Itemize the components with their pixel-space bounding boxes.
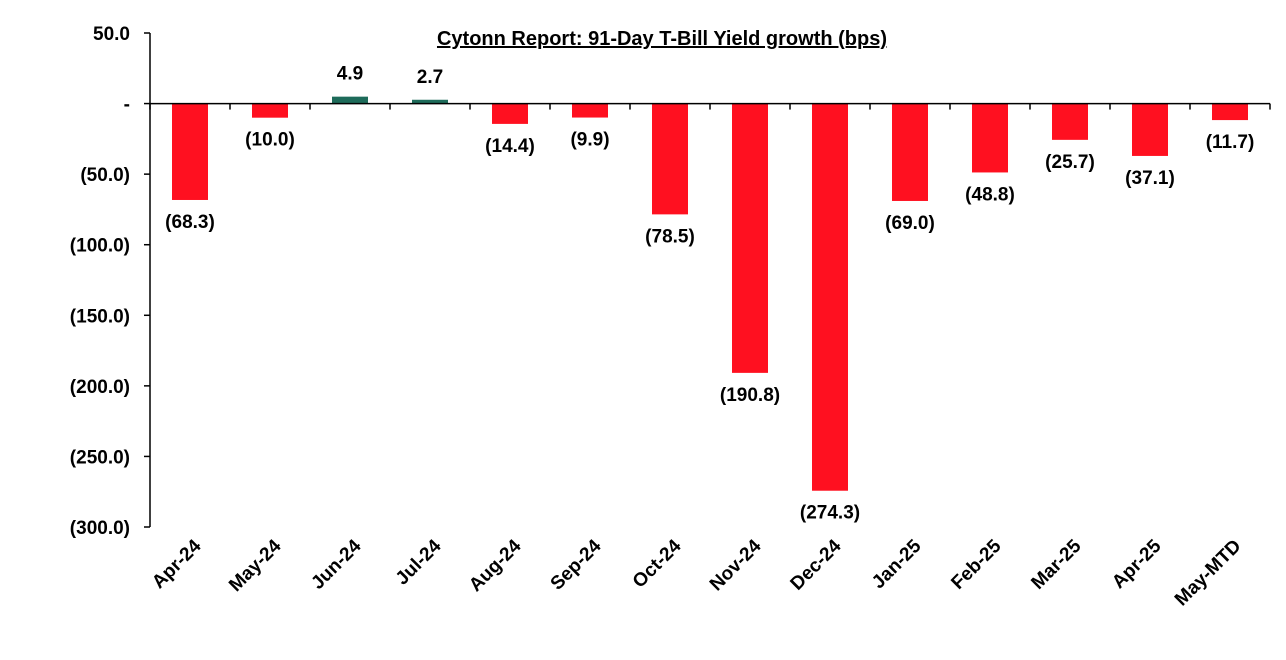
bars	[172, 96, 1248, 491]
data-label: (69.0)	[885, 213, 935, 234]
x-tick-label: Dec-24	[787, 535, 846, 594]
data-label: 2.7	[417, 67, 443, 88]
y-tick-label: (150.0)	[70, 306, 130, 327]
data-label: (11.7)	[1206, 132, 1255, 153]
data-label: (37.1)	[1125, 168, 1175, 189]
data-label: (274.3)	[800, 503, 860, 524]
data-label: (190.8)	[720, 385, 780, 406]
data-label: (78.5)	[645, 226, 695, 247]
bar	[412, 99, 448, 104]
x-tick-label: Jun-24	[307, 535, 365, 593]
bar	[652, 103, 688, 215]
x-tick-label: Feb-25	[947, 535, 1005, 593]
x-tick-label: Sep-24	[547, 535, 606, 594]
data-label: 4.9	[337, 64, 363, 85]
bar	[492, 103, 528, 124]
y-tick-label: (100.0)	[70, 236, 130, 257]
x-tick-label: Oct-24	[629, 535, 686, 592]
bar	[1052, 103, 1088, 140]
y-axis: 50.0 - (50.0) (100.0) (150.0) (200.0) (250.0) (…	[70, 24, 151, 539]
y-tick-label: (250.0)	[70, 447, 130, 468]
data-label: (68.3)	[165, 212, 215, 233]
bar	[732, 103, 768, 373]
data-label: (25.7)	[1045, 152, 1095, 173]
bar	[172, 103, 208, 200]
bar	[252, 103, 288, 118]
chart-title: Cytonn Report: 91-Day T-Bill Yield growt…	[437, 28, 887, 50]
x-tick-label: Jan-25	[868, 535, 926, 593]
bar	[1212, 103, 1248, 121]
x-tick-label: Aug-24	[465, 535, 526, 596]
y-tick-label: -	[124, 95, 130, 116]
y-tick-label: (50.0)	[80, 165, 130, 186]
x-tick-label: May-24	[225, 535, 286, 596]
y-tick-label: 50.0	[93, 24, 130, 45]
data-label: (9.9)	[570, 130, 609, 151]
x-tick-label: Nov-24	[706, 535, 766, 595]
x-axis: Apr-24 May-24 Jun-24 Jul-24 Aug-24 Sep-24 Oct-…	[148, 102, 1271, 611]
x-tick-label: Apr-25	[1108, 535, 1166, 593]
bar	[332, 96, 368, 104]
data-label: (48.8)	[965, 184, 1015, 205]
data-label: (14.4)	[485, 136, 535, 157]
y-tick-label: (200.0)	[70, 377, 130, 398]
x-tick-label: Jul-24	[392, 535, 446, 589]
x-tick-label: May-MTD	[1171, 536, 1246, 611]
bar	[812, 103, 848, 491]
bar	[572, 103, 608, 118]
data-labels: (68.3) (10.0) 4.9 2.7 (14.4) (9.9) (78.5) (190.…	[165, 64, 1254, 524]
x-tick-label: Apr-24	[148, 535, 206, 593]
y-tick-label: (300.0)	[70, 518, 130, 539]
x-tick-label: Mar-25	[1027, 535, 1085, 593]
bar	[1132, 103, 1168, 156]
bar	[892, 103, 928, 201]
data-label: (10.0)	[245, 130, 295, 151]
bar	[972, 103, 1008, 173]
